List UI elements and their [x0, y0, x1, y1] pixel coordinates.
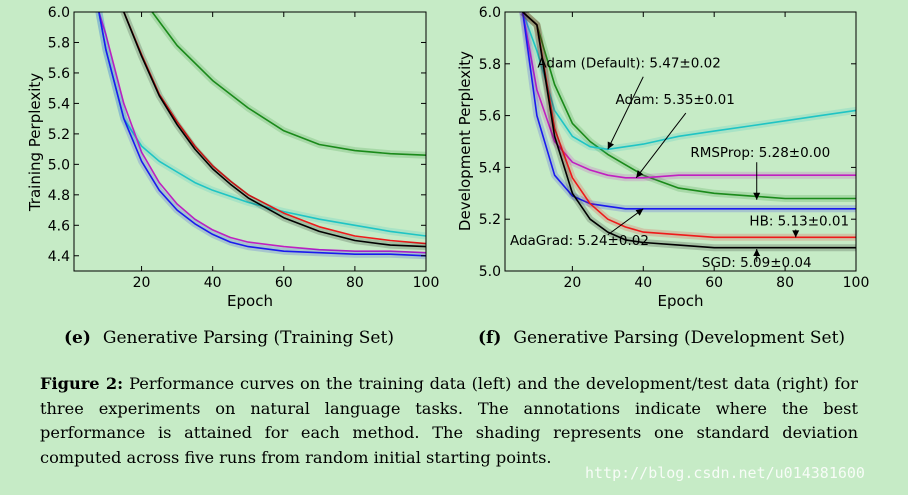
subcaption-left-text: Generative Parsing (Training Set) [102, 328, 394, 348]
train-adam-line [98, 12, 426, 237]
train-ytick-label: 5.2 [48, 127, 70, 143]
dev-xtick-label: 100 [843, 275, 870, 291]
figure-canvas: 20 40 60 80 100 4.4 4.6 4.8 5.0 5.2 5.4 5.6 5.8 6.0 Ep… [26, 5, 869, 310]
dev-annotation-hb-arrowhead [792, 230, 800, 238]
train-xtick-label: 40 [204, 275, 222, 291]
train-x-axis-label: Epoch [227, 292, 273, 310]
training-perplexity-chart: 20 40 60 80 100 4.4 4.6 4.8 5.0 5.2 5.4 5.6 5.8 6.0 Ep… [26, 5, 439, 310]
train-axes-frame [73, 11, 427, 272]
train-ytick-label: 5.6 [48, 66, 70, 82]
caption-label: Figure 2: [40, 374, 124, 393]
train-sgd-shading [120, 12, 426, 251]
train-sgd-line [123, 12, 426, 248]
dev-annotation-sgd-arrowhead [753, 248, 761, 256]
dev-axes-frame [504, 11, 857, 272]
train-ytick-label: 4.4 [48, 249, 70, 265]
caption-text: Performance curves on the training data … [40, 374, 858, 467]
dev-xtick-label: 80 [776, 275, 794, 291]
dev-annotation-adam-arrow [635, 112, 687, 179]
train-ytick-label: 6.0 [48, 5, 70, 21]
dev-series-group [519, 12, 856, 252]
dev-annotation-adagrad-arrowhead [635, 208, 644, 216]
dev-sgd-line [522, 12, 856, 249]
train-xtick-label: 100 [413, 275, 440, 291]
train-ytick-label: 4.6 [48, 218, 70, 234]
train-hb-shading [95, 12, 426, 260]
dev-annotation-adagrad-label: AdaGrad: 5.24±0.02 [510, 233, 649, 249]
dev-adagrad-line [522, 12, 856, 239]
dev-annotation-adagrad-arrow [607, 208, 644, 236]
dev-xtick-label: 40 [634, 275, 652, 291]
train-series-group [95, 12, 426, 260]
development-perplexity-chart: 20 40 60 80 100 5.0 5.2 5.4 5.6 5.8 6.0 Epoch Develo… [456, 5, 869, 310]
subcaption-right: (f) Generative Parsing (Development Set) [478, 328, 845, 348]
train-adam-default-shading [149, 12, 426, 159]
dev-x-axis-label: Epoch [658, 292, 704, 310]
dev-xtick-label: 60 [705, 275, 723, 291]
dev-ytick-label: 5.8 [479, 57, 501, 73]
train-ytick-label: 5.8 [48, 35, 70, 51]
dev-ytick-label: 5.6 [479, 109, 501, 125]
dev-ytick-label: 6.0 [479, 5, 501, 21]
train-adam-default-line [151, 12, 426, 156]
subcaption-right-text: Generative Parsing (Development Set) [513, 328, 846, 348]
train-ytick-label: 5.4 [48, 96, 70, 112]
dev-ytick-label: 5.2 [479, 212, 501, 228]
train-hb-line [98, 12, 426, 257]
train-xtick-label: 60 [275, 275, 293, 291]
dev-annotation-rmsprop-arrowhead [753, 192, 761, 200]
dev-annotation-adam-arrowhead [636, 170, 644, 178]
subcaption-left-letter: (e) [64, 328, 91, 348]
dev-adam-line [521, 12, 856, 151]
dev-hb-line [521, 12, 856, 210]
train-ytick-label: 5.0 [48, 157, 70, 173]
train-xtick-label: 80 [346, 275, 364, 291]
dev-annotation-adam-default-label: Adam (Default): 5.47±0.02 [537, 56, 720, 72]
dev-xtick-label: 20 [563, 275, 581, 291]
dev-ytick-label: 5.4 [479, 160, 501, 176]
dev-y-axis-label: Development Perplexity [456, 51, 474, 231]
dev-annotation-adam-default-arrowhead [607, 141, 615, 150]
subcaption-left: (e) Generative Parsing (Training Set) [64, 328, 394, 348]
figure-caption: Figure 2: Performance curves on the train… [40, 372, 858, 470]
dev-annotation-adam-default-arrow [607, 76, 644, 150]
dev-annotation-sgd-label: SGD: 5.09±0.04 [702, 255, 812, 271]
dev-annotation-hb-label: HB: 5.13±0.01 [749, 214, 849, 230]
dev-annotation-adam-label: Adam: 5.35±0.01 [616, 92, 735, 108]
train-rmsprop-line [98, 12, 426, 254]
dev-annotation-rmsprop-label: RMSProp: 5.28±0.00 [690, 145, 830, 161]
dev-ytick-label: 5.0 [479, 264, 501, 280]
train-y-axis-label: Training Perplexity [26, 73, 44, 212]
subcaption-right-letter: (f) [478, 328, 502, 348]
dev-sgd-shading [520, 12, 856, 252]
train-xtick-label: 20 [133, 275, 151, 291]
dev-adam-default-line [522, 12, 856, 200]
train-ytick-label: 4.8 [48, 188, 70, 204]
watermark: http://blog.csdn.net/u014381600 [585, 464, 865, 482]
